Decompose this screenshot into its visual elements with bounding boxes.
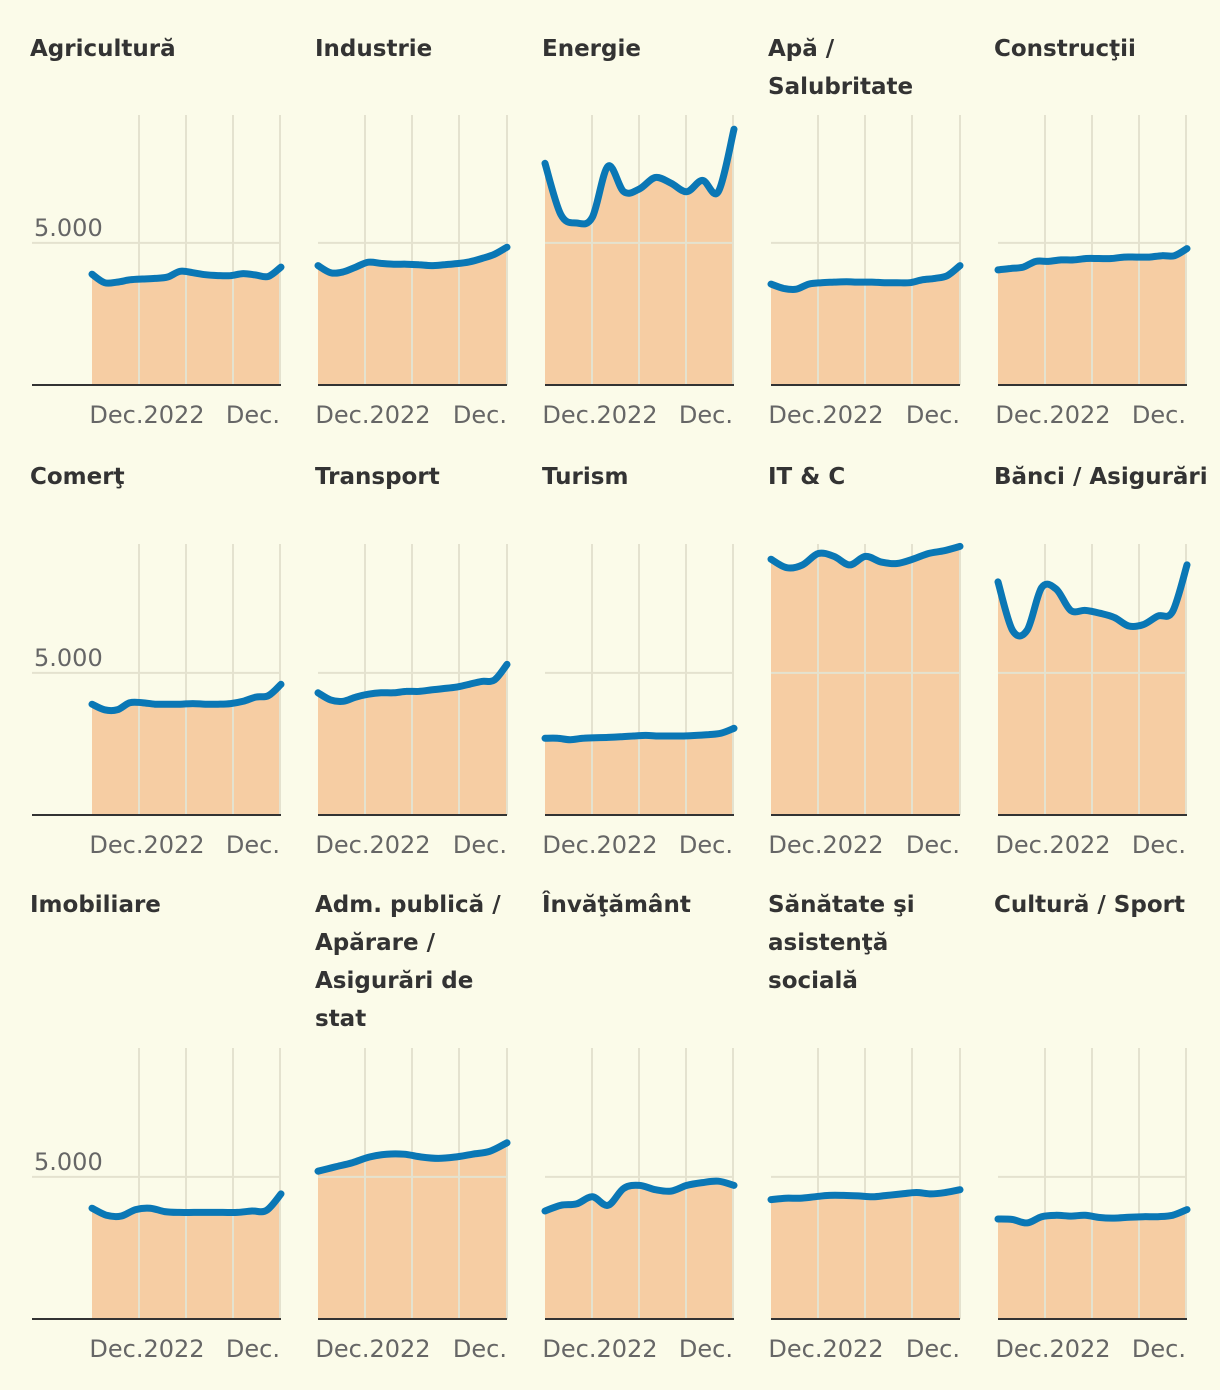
chart-invatamant: Dec.2022 Dec. [541,1048,738,1363]
chart-energie: Dec.2022 Dec. [541,115,738,429]
series-line [994,245,1191,274]
chart-panel-invatamant: Învăţământ Dec.2022 Dec. [541,856,768,1390]
chart-title: Construcţii [994,36,1136,62]
chart-agricultura: 5.000 Dec.2022 Dec. [32,115,285,429]
series-line [541,1177,738,1215]
x-tick-label: Dec. [906,401,960,429]
x-tick-label: Dec. [226,401,280,429]
chart-panel-adm-publica-aparare-asigurari-de-stat: Adm. publică / Apărare / Asigurări de st… [314,856,541,1390]
chart-title: Apă / Salubritate [768,36,914,100]
x-tick-label: Dec. [226,1335,280,1363]
chart-panel-turism: Turism Dec.2022 Dec. [541,428,768,859]
chart-title: Agricultură [30,36,176,62]
chart-panel-apa-salubritate: Apă / Salubritate Dec.2022 Dec. [767,0,994,429]
chart-title: Energie [542,36,641,62]
series-line [88,263,285,287]
chart-panel-transport: Transport Dec.2022 Dec. [314,428,541,859]
chart-imobiliare: 5.000 Dec.2022 Dec. [32,1048,285,1363]
x-tick-label: Dec. [1132,831,1186,859]
x-tick-label: Dec.2022 [995,401,1110,429]
chart-panel-industrie: Industrie Dec.2022 Dec. [314,0,541,429]
chart-panel-comert: Comerţ 5.000 Dec.2022 Dec. [30,428,315,859]
series-line [767,542,964,572]
x-tick-label: Dec. [453,401,507,429]
chart-panel-banci-asigurari: Bănci / Asigurări Dec.2022 Dec. [994,428,1220,859]
chart-title: Sănătate şi asistenţă socială [768,892,915,994]
chart-title: Bănci / Asigurări [994,464,1208,490]
x-tick-label: Dec. [679,1335,733,1363]
x-tick-label: Dec.2022 [995,831,1110,859]
chart-comert: 5.000 Dec.2022 Dec. [32,544,285,859]
x-tick-label: Dec. [453,1335,507,1363]
chart-industrie: Dec.2022 Dec. [314,115,511,429]
x-tick-label: Dec. [679,401,733,429]
chart-it-c: Dec.2022 Dec. [767,542,964,859]
x-tick-label: Dec.2022 [542,401,657,429]
chart-panel-it-c: IT & C Dec.2022 Dec. [767,428,994,859]
x-tick-label: Dec. [906,831,960,859]
series-line [767,262,964,293]
x-tick-label: Dec. [453,831,507,859]
series-line [541,724,738,744]
x-tick-label: Dec.2022 [768,831,883,859]
chart-panel-imobiliare: Imobiliare 5.000 Dec.2022 Dec. [30,856,315,1390]
chart-title: Învăţământ [542,892,691,918]
x-tick-label: Dec.2022 [542,831,657,859]
chart-title: Turism [542,464,629,490]
series-line [994,561,1191,640]
chart-title: Transport [315,464,440,490]
series-line [88,680,285,715]
chart-title: Imobiliare [30,892,161,918]
x-tick-label: Dec.2022 [89,831,204,859]
x-tick-label: Dec.2022 [768,401,883,429]
x-tick-label: Dec.2022 [995,1335,1110,1363]
series-line [314,1139,511,1175]
series-line [314,243,511,277]
series-line [541,125,738,228]
series-line [314,660,511,705]
x-tick-label: Dec.2022 [89,1335,204,1363]
x-tick-label: Dec. [1132,401,1186,429]
chart-panel-energie: Energie Dec.2022 Dec. [541,0,768,429]
x-tick-label: Dec.2022 [315,831,430,859]
x-tick-label: Dec.2022 [315,1335,430,1363]
chart-title: IT & C [768,464,846,490]
chart-banci-asigurari: Dec.2022 Dec. [994,544,1191,859]
x-tick-label: Dec.2022 [542,1335,657,1363]
y-tick-label: 5.000 [34,1148,103,1176]
y-tick-label: 5.000 [34,644,103,672]
chart-sanatate-si-asistenta-sociala: Dec.2022 Dec. [767,1048,964,1363]
series-line [88,1190,285,1221]
x-tick-label: Dec.2022 [315,401,430,429]
chart-title: Cultură / Sport [994,892,1185,918]
chart-adm-publica-aparare-asigurari-de-stat: Dec.2022 Dec. [314,1048,511,1363]
series-line [994,1206,1191,1227]
series-line [767,1186,964,1204]
chart-title: Adm. publică / Apărare / Asigurări de st… [315,892,501,1032]
chart-cultura-sport: Dec.2022 Dec. [994,1048,1191,1363]
chart-panel-constructii: Construcţii Dec.2022 Dec. [994,0,1220,429]
y-tick-label: 5.000 [34,214,103,242]
x-tick-label: Dec.2022 [768,1335,883,1363]
chart-panel-agricultura: Agricultură 5.000 Dec.2022 Dec. [30,0,315,429]
x-tick-label: Dec. [1132,1335,1186,1363]
x-tick-label: Dec. [906,1335,960,1363]
chart-constructii: Dec.2022 Dec. [994,115,1191,429]
x-tick-label: Dec. [226,831,280,859]
chart-apa-salubritate: Dec.2022 Dec. [767,115,964,429]
chart-turism: Dec.2022 Dec. [541,544,738,859]
chart-panel-cultura-sport: Cultură / Sport Dec.2022 Dec. [994,856,1220,1390]
x-tick-label: Dec.2022 [89,401,204,429]
x-tick-label: Dec. [679,831,733,859]
chart-title: Industrie [315,36,433,62]
chart-transport: Dec.2022 Dec. [314,544,511,859]
chart-panel-sanatate-si-asistenta-sociala: Sănătate şi asistenţă socială Dec.2022 Dec… [767,856,994,1390]
chart-title: Comerţ [30,464,125,490]
